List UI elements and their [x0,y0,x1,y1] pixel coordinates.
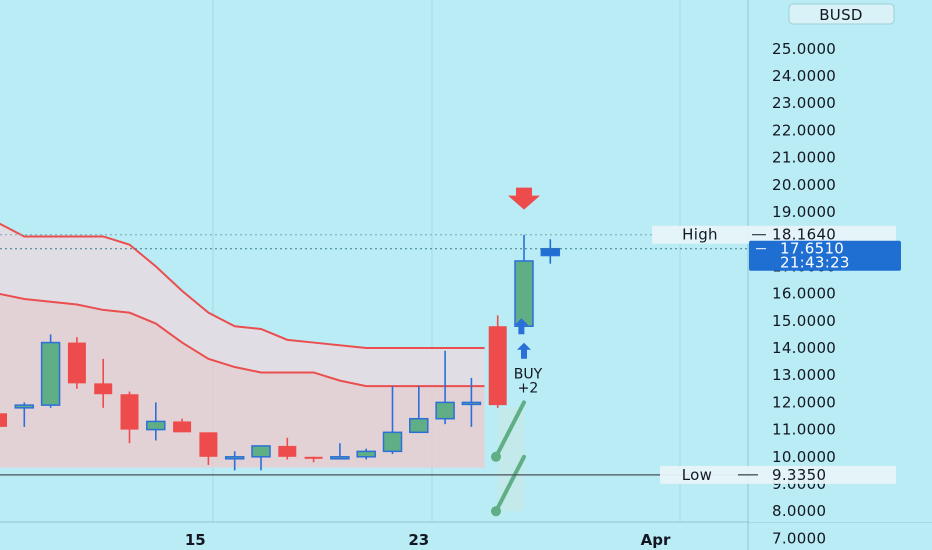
y-tick-label: 15.0000 [772,312,836,330]
candle-body [514,260,534,327]
candle-8 [199,432,218,465]
upper-band-line [0,222,485,349]
candle-body [540,247,561,257]
candle-7 [173,418,192,433]
candle-body [409,417,429,434]
projection-point-b [491,506,501,517]
x-tick-label: 15 [185,531,206,549]
candle-body [0,413,7,427]
candle-13 [330,443,350,460]
candle-body [224,456,245,460]
y-tick-label: 22.0000 [772,121,836,139]
candle-0 [0,413,7,427]
projection-line-b [494,454,526,514]
x-tick-label: Apr [641,531,671,549]
candle-body [173,421,192,433]
candle-20 [514,234,534,327]
candle-body [94,383,113,395]
y-tick-label: 21.0000 [772,149,836,167]
candle-body [304,456,323,459]
signal-markers: BUY+2 [508,187,543,396]
low-label: Low [682,466,712,484]
candle-body [67,342,86,384]
candle-body [40,341,61,406]
candle-1 [14,402,35,427]
candle-body [435,401,455,420]
y-tick-label: 19.0000 [772,203,836,221]
projection-line-a [494,400,526,459]
candle-3 [67,337,86,389]
band-upper-fill [0,223,485,387]
high-value: 18.1640 [772,226,836,244]
high-badge [652,225,896,244]
candle-4 [94,358,113,408]
candle-body [488,326,507,406]
currency-badge [788,3,895,25]
projection-lines [491,400,526,517]
y-tick-label: 12.0000 [772,393,836,411]
candle-body [356,450,376,458]
candle-body [382,431,403,453]
candle-body [461,401,482,406]
y-tick-label: 14.0000 [772,339,836,357]
y-tick-label: 25.0000 [772,40,836,58]
y-tick-label: 20.0000 [772,176,836,194]
candle-6 [146,402,166,441]
buy-arrow-icon [517,342,531,359]
low-value: 9.3350 [772,466,826,484]
last-price-countdown: 21:43:23 [780,254,850,272]
x-tick-label: 23 [408,531,429,549]
candle-10 [251,445,271,471]
candle-body [278,445,297,457]
last-price-value: 17.6510 [780,240,844,258]
y-tick-label: 24.0000 [772,67,836,85]
candle-body [14,404,35,409]
candle-17 [435,350,455,425]
candle-15 [382,386,403,455]
candle-body [120,394,139,430]
buy-arrow-icon [514,318,529,335]
time-axis[interactable]: 15 23 Apr [185,531,671,549]
y-tick-label: 16.0000 [772,285,836,303]
candle-5 [120,391,139,444]
candles [0,234,561,471]
y-tick-label: 8.0000 [772,502,826,520]
candle-19 [488,315,507,408]
lower-band-line [0,292,485,388]
candle-21 [540,239,561,264]
buy-annotation-label: BUY [514,366,543,382]
candle-body [146,420,166,431]
y-tick-label: 7.0000 [772,529,826,547]
candle-9 [224,451,245,471]
y-tick-label: 10.0000 [772,448,836,466]
low-badge [660,465,896,484]
candle-16 [409,386,429,434]
projection-point-a [491,451,501,462]
candle-11 [278,437,297,460]
candle-body [251,445,271,458]
last-price-badge [749,240,901,271]
candle-body [330,456,350,460]
y-tick-label: 23.0000 [772,94,836,112]
buy-annotation-count: +2 [518,380,539,396]
candle-18 [461,377,482,427]
y-tick-label: 11.0000 [772,421,836,439]
high-label: High [682,226,718,244]
sell-arrow-icon [508,187,540,210]
candle-2 [40,334,61,408]
price-levels [0,234,748,476]
candle-14 [356,448,376,460]
candle-12 [304,456,323,463]
y-tick-label: 13.0000 [772,366,836,384]
currency-label: BUSD [819,6,863,24]
candle-body [199,432,218,457]
